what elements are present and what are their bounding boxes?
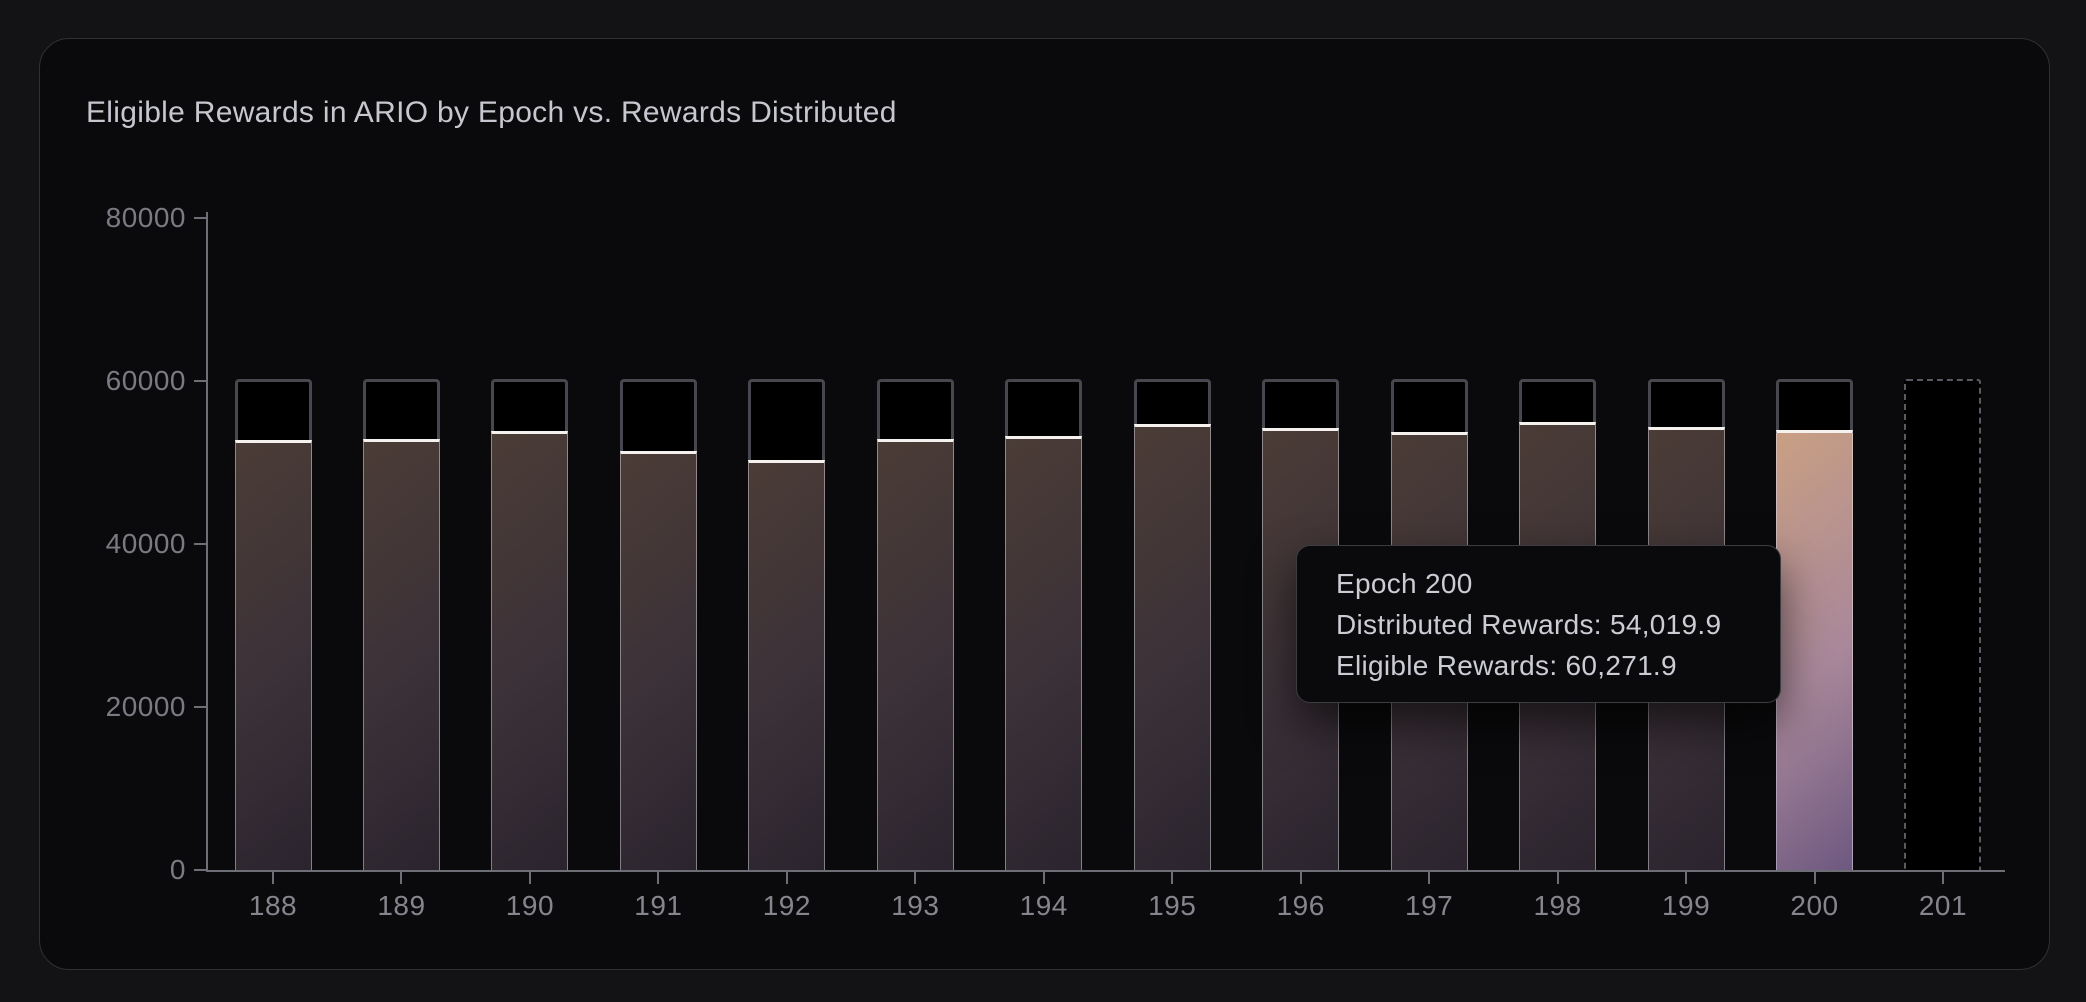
y-axis-label: 0 [169, 854, 186, 885]
tooltip-distributed-value: Distributed Rewards: 54,019.9 [1336, 609, 1722, 640]
x-axis-tick [657, 870, 660, 884]
x-axis-tick [1428, 870, 1431, 884]
tooltip-eligible-value: Eligible Rewards: 60,271.9 [1336, 650, 1677, 681]
y-axis-tick [194, 380, 208, 382]
y-axis-tick [194, 217, 208, 219]
x-axis-tick [272, 870, 274, 884]
x-axis-label: 198 [1533, 890, 1582, 921]
chart-title: Eligible Rewards in ARIO by Epoch vs. Re… [86, 96, 897, 129]
y-axis-label: 60000 [105, 365, 186, 396]
x-axis-label: 188 [248, 890, 298, 921]
distributed-bar[interactable] [619, 451, 697, 870]
x-axis-tick [1813, 870, 1816, 884]
tooltip: Epoch 200 Distributed Rewards: 54,019.9 … [1296, 545, 1781, 703]
y-axis-label: 40000 [105, 528, 186, 559]
y-axis-label: 80000 [105, 202, 186, 233]
y-axis-tick [194, 869, 208, 871]
x-axis-tick [785, 870, 788, 884]
distributed-bar[interactable] [1133, 424, 1211, 870]
x-axis-tick [400, 870, 403, 884]
x-axis-label: 193 [891, 890, 940, 921]
x-axis-label: 197 [1405, 890, 1454, 921]
distributed-bar[interactable] [362, 438, 440, 870]
y-axis-line [206, 212, 208, 872]
x-axis-line [206, 870, 2005, 872]
x-axis-tick [1556, 870, 1559, 884]
x-axis-label: 190 [505, 890, 555, 921]
distributed-bar[interactable] [234, 439, 312, 870]
x-axis-tick [1042, 870, 1045, 884]
x-axis-tick [528, 870, 531, 884]
x-axis-label: 199 [1661, 890, 1711, 921]
x-axis-label: 201 [1918, 890, 1968, 921]
distributed-bar[interactable] [1005, 435, 1083, 870]
x-axis-label: 189 [377, 890, 426, 921]
y-axis-tick [194, 706, 208, 708]
x-axis-label: 194 [1019, 890, 1068, 921]
y-axis-tick [194, 543, 208, 545]
x-axis-tick [1685, 870, 1688, 884]
distributed-bar[interactable] [876, 438, 954, 870]
tooltip-epoch-label: Epoch 200 [1336, 568, 1473, 599]
distributed-bar[interactable] [748, 460, 826, 870]
x-axis-label: 191 [634, 890, 683, 921]
distributed-bar-highlighted[interactable] [1776, 429, 1854, 870]
x-axis-tick [1299, 870, 1302, 884]
distributed-bar[interactable] [491, 430, 569, 870]
x-axis-label: 200 [1790, 890, 1839, 921]
y-axis-label: 20000 [105, 691, 186, 722]
x-axis-label: 195 [1148, 890, 1197, 921]
x-axis-label: 196 [1276, 890, 1325, 921]
x-axis-tick [1941, 870, 1944, 884]
eligible-bar-pending[interactable] [1904, 378, 1982, 870]
x-axis-label: 192 [762, 890, 811, 921]
x-axis-tick [1171, 870, 1174, 884]
x-axis-tick [914, 870, 917, 884]
